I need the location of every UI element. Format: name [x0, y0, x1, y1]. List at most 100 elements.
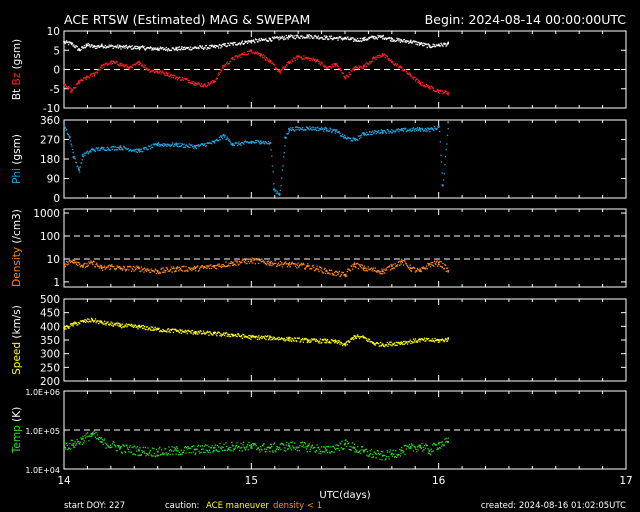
- data-point: [149, 451, 151, 453]
- data-point: [257, 41, 259, 43]
- data-point: [66, 264, 68, 266]
- data-point: [166, 143, 169, 145]
- data-point: [192, 81, 194, 83]
- data-point: [119, 145, 122, 147]
- data-point: [257, 53, 259, 55]
- data-point: [286, 263, 288, 265]
- data-point: [237, 43, 240, 45]
- data-point: [135, 447, 137, 449]
- data-point: [383, 345, 386, 348]
- data-point: [384, 459, 386, 461]
- data-point: [134, 266, 136, 268]
- data-point: [362, 133, 365, 135]
- data-point: [203, 332, 205, 334]
- data-point: [85, 78, 87, 81]
- data-point: [374, 267, 377, 269]
- data-point: [164, 448, 167, 450]
- data-point: [203, 451, 205, 453]
- data-point: [182, 330, 184, 333]
- data-point: [123, 445, 125, 447]
- data-point: [110, 446, 112, 448]
- data-point: [209, 452, 211, 454]
- data-point: [412, 444, 414, 446]
- data-point: [392, 449, 394, 452]
- data-point: [72, 259, 75, 262]
- data-point: [273, 262, 276, 265]
- data-point: [202, 448, 204, 450]
- data-point: [323, 128, 325, 130]
- data-point: [168, 48, 170, 51]
- data-point: [249, 335, 251, 337]
- data-point: [225, 45, 228, 48]
- data-point: [363, 134, 365, 136]
- data-point: [360, 136, 362, 138]
- data-point: [408, 268, 411, 270]
- data-point: [351, 338, 354, 340]
- data-point: [277, 263, 279, 266]
- data-point: [153, 143, 155, 145]
- data-point: [418, 80, 421, 83]
- data-point: [407, 72, 409, 75]
- data-point: [109, 323, 112, 325]
- data-point: [91, 318, 94, 321]
- data-point: [107, 46, 110, 49]
- data-point: [329, 127, 331, 129]
- data-point: [239, 42, 241, 44]
- data-point: [349, 340, 351, 343]
- data-point: [389, 269, 392, 271]
- data-point: [203, 265, 205, 268]
- data-point: [325, 66, 328, 69]
- data-point: [408, 73, 410, 76]
- data-point: [417, 449, 419, 451]
- caution-label: caution:: [165, 501, 199, 511]
- data-point: [287, 339, 289, 342]
- data-point: [274, 338, 276, 341]
- data-point: [117, 446, 120, 448]
- data-point: [292, 36, 294, 39]
- data-point: [431, 128, 433, 130]
- data-point: [447, 42, 450, 45]
- data-point: [101, 43, 103, 45]
- data-point: [75, 45, 78, 47]
- data-point: [68, 327, 70, 329]
- data-point: [222, 66, 224, 68]
- data-point: [81, 46, 83, 48]
- data-point: [292, 60, 294, 63]
- data-point: [437, 43, 440, 46]
- data-point: [282, 165, 284, 167]
- data-point: [391, 345, 393, 347]
- data-point: [203, 267, 205, 269]
- data-point: [249, 49, 251, 51]
- data-point: [124, 147, 127, 150]
- data-point: [161, 267, 163, 269]
- data-point: [210, 332, 212, 335]
- data-point: [194, 267, 197, 270]
- data-point: [422, 266, 424, 268]
- data-point: [344, 442, 346, 445]
- data-point: [98, 436, 101, 439]
- data-point: [401, 128, 403, 130]
- data-point: [330, 338, 333, 341]
- data-point: [261, 337, 263, 340]
- data-point: [203, 47, 205, 49]
- data-point: [263, 57, 265, 59]
- data-point: [321, 37, 323, 39]
- data-point: [282, 156, 285, 158]
- data-point: [259, 259, 261, 261]
- data-point: [361, 267, 363, 269]
- data-point: [410, 75, 413, 78]
- data-point: [220, 266, 223, 269]
- data-point: [151, 455, 153, 457]
- data-point: [261, 54, 263, 56]
- data-point: [311, 36, 313, 38]
- data-point: [105, 447, 107, 449]
- data-point: [204, 451, 206, 454]
- data-point: [167, 47, 169, 50]
- data-point: [132, 326, 135, 328]
- data-point: [222, 64, 225, 67]
- data-point: [227, 448, 230, 450]
- data-point: [67, 327, 70, 329]
- data-point: [216, 264, 219, 266]
- data-point: [294, 59, 297, 62]
- data-point: [447, 440, 450, 443]
